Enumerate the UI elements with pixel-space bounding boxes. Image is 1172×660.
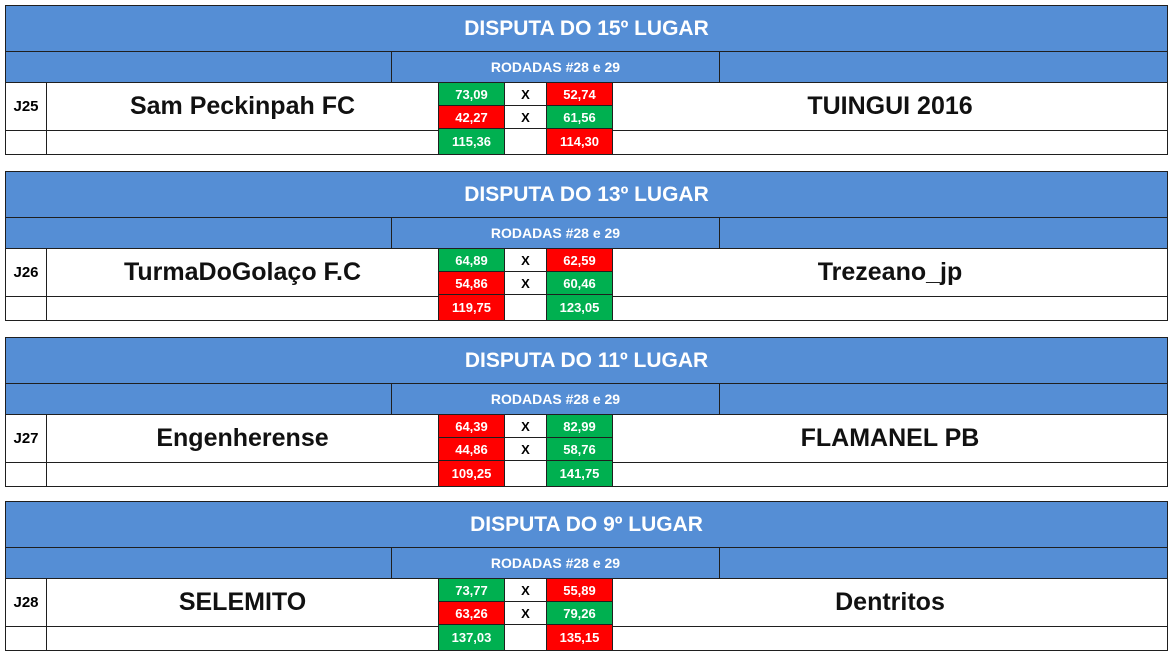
home-team: Sam Peckinpah FC — [47, 83, 438, 131]
rounds-row: RODADAS #28 e 29 — [5, 548, 1168, 579]
vs-label: X — [505, 579, 546, 602]
match-code: J26 — [6, 249, 46, 297]
block-title: DISPUTA DO 13º LUGAR — [5, 171, 1168, 218]
home-score-total: 115,36 — [439, 129, 504, 154]
vs-label: X — [505, 415, 546, 438]
away-score-round-1: 82,99 — [547, 415, 612, 438]
rounds-label: RODADAS #28 e 29 — [392, 52, 720, 82]
away-score-round-1: 52,74 — [547, 83, 612, 106]
match-block: DISPUTA DO 13º LUGAR RODADAS #28 e 29 J2… — [5, 171, 1168, 321]
away-score-total: 123,05 — [547, 295, 612, 320]
match-block: DISPUTA DO 15º LUGAR RODADAS #28 e 29 J2… — [5, 5, 1168, 155]
score-grid: 64,39 44,86 109,25 X X 82,99 58,76 141,7… — [439, 415, 613, 486]
away-score-round-2: 58,76 — [547, 438, 612, 461]
away-team: Trezeano_jp — [613, 249, 1167, 297]
away-score-round-1: 62,59 — [547, 249, 612, 272]
home-score-round-2: 42,27 — [439, 106, 504, 129]
home-score-round-2: 54,86 — [439, 272, 504, 295]
away-score-total: 141,75 — [547, 461, 612, 486]
home-score-round-1: 64,39 — [439, 415, 504, 438]
away-team: TUINGUI 2016 — [613, 83, 1167, 131]
rounds-row: RODADAS #28 e 29 — [5, 218, 1168, 249]
vs-label: X — [505, 438, 546, 461]
home-team: Engenherense — [47, 415, 438, 463]
away-score-round-2: 61,56 — [547, 106, 612, 129]
vs-label: X — [505, 106, 546, 129]
rounds-label: RODADAS #28 e 29 — [392, 548, 720, 578]
away-score-total: 135,15 — [547, 625, 612, 650]
block-title: DISPUTA DO 15º LUGAR — [5, 5, 1168, 52]
vs-label: X — [505, 602, 546, 625]
home-team: TurmaDoGolaço F.C — [47, 249, 438, 297]
home-score-round-1: 73,77 — [439, 579, 504, 602]
home-score-round-1: 73,09 — [439, 83, 504, 106]
away-team: FLAMANEL PB — [613, 415, 1167, 463]
rounds-row: RODADAS #28 e 29 — [5, 384, 1168, 415]
away-score-round-2: 79,26 — [547, 602, 612, 625]
score-grid: 73,77 63,26 137,03 X X 55,89 79,26 135,1… — [439, 579, 613, 650]
match-code: J27 — [6, 415, 46, 463]
match-block: DISPUTA DO 9º LUGAR RODADAS #28 e 29 J28… — [5, 501, 1168, 651]
home-score-round-1: 64,89 — [439, 249, 504, 272]
home-score-total: 137,03 — [439, 625, 504, 650]
score-grid: 64,89 54,86 119,75 X X 62,59 60,46 123,0… — [439, 249, 613, 320]
vs-label: X — [505, 83, 546, 106]
away-score-round-2: 60,46 — [547, 272, 612, 295]
block-title: DISPUTA DO 9º LUGAR — [5, 501, 1168, 548]
vs-label: X — [505, 272, 546, 295]
match-block: DISPUTA DO 11º LUGAR RODADAS #28 e 29 J2… — [5, 337, 1168, 487]
score-grid: 73,09 42,27 115,36 X X 52,74 61,56 114,3… — [439, 83, 613, 154]
rounds-label: RODADAS #28 e 29 — [392, 384, 720, 414]
block-title: DISPUTA DO 11º LUGAR — [5, 337, 1168, 384]
rounds-label: RODADAS #28 e 29 — [392, 218, 720, 248]
match-code: J28 — [6, 579, 46, 627]
home-score-round-2: 63,26 — [439, 602, 504, 625]
match-row: J26 TurmaDoGolaço F.C 64,89 54,86 119,75… — [5, 249, 1168, 321]
home-score-round-2: 44,86 — [439, 438, 504, 461]
home-score-total: 109,25 — [439, 461, 504, 486]
home-team: SELEMITO — [47, 579, 438, 627]
away-score-round-1: 55,89 — [547, 579, 612, 602]
away-score-total: 114,30 — [547, 129, 612, 154]
match-row: J25 Sam Peckinpah FC 73,09 42,27 115,36 … — [5, 83, 1168, 155]
home-score-total: 119,75 — [439, 295, 504, 320]
away-team: Dentritos — [613, 579, 1167, 627]
vs-label: X — [505, 249, 546, 272]
match-row: J28 SELEMITO 73,77 63,26 137,03 X X 55,8… — [5, 579, 1168, 651]
match-row: J27 Engenherense 64,39 44,86 109,25 X X … — [5, 415, 1168, 487]
rounds-row: RODADAS #28 e 29 — [5, 52, 1168, 83]
match-code: J25 — [6, 83, 46, 131]
